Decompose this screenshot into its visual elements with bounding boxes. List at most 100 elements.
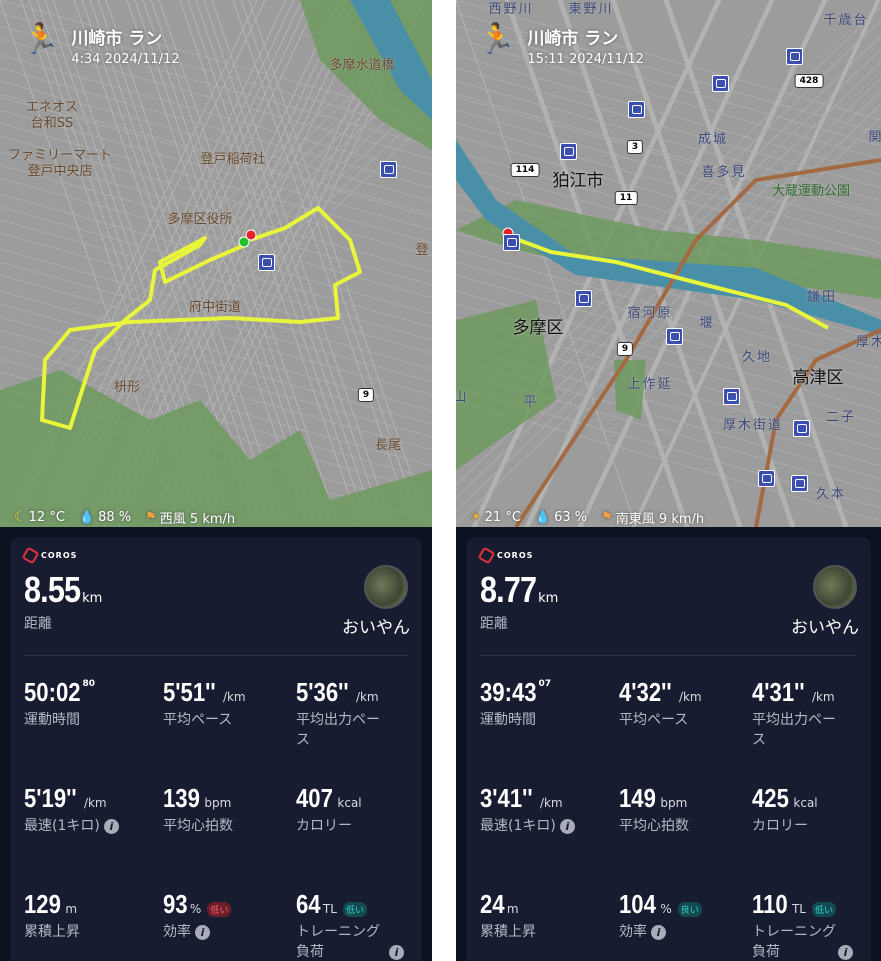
map-street: [0, 316, 432, 438]
divider: [480, 655, 857, 656]
map-label: 久地: [741, 350, 773, 365]
humidity: 88 %: [98, 510, 132, 525]
activity-title: 川崎市 ラン: [71, 29, 163, 49]
route-map[interactable]: 千歳台 東野川 西野川 成城 喜多見 大蔵運動公園 狛江市 多摩区 宿河原堰久地 高津区 上作延平厚…: [456, 0, 881, 527]
stat-label: 累積上昇: [24, 924, 80, 940]
stat-label-row: 効率 i: [163, 922, 296, 942]
map-street: [0, 135, 432, 257]
sun-icon: ☀: [470, 510, 482, 525]
stat-cell: 5'51'' /km 平均ペース: [163, 677, 296, 765]
user-name[interactable]: おいやん: [791, 618, 859, 638]
train-station-icon: [258, 254, 275, 271]
map-label: 二子: [825, 410, 857, 425]
distance-value: 8.55: [24, 569, 81, 610]
weather-wind-group: ⚑ 西風 5 km/h: [145, 508, 235, 527]
map-street: [0, 261, 432, 383]
stat-value-row: 5'19'' /km: [24, 783, 163, 814]
map-label: 厚木街道: [722, 418, 784, 433]
train-station-icon: [503, 234, 520, 251]
info-icon[interactable]: i: [389, 945, 404, 960]
rating-badge: 低い: [207, 902, 232, 917]
map-street: [456, 90, 881, 499]
stat-cell: 4'31'' /km 平均出力ペース: [752, 677, 857, 765]
map-street: [0, 219, 432, 341]
avatar[interactable]: [364, 565, 408, 609]
activity-time: 4:34 2024/11/12: [71, 52, 180, 67]
map-street: [0, 164, 432, 286]
map-label: 千歳台: [823, 13, 869, 28]
distance: 8.55 km 距離: [24, 569, 102, 633]
stat-value: 425: [752, 783, 789, 813]
map-label: 登戸稲荷社: [200, 152, 266, 167]
info-icon[interactable]: i: [838, 945, 853, 960]
stat-value: 4'31'': [752, 677, 805, 707]
stat-unit: m: [65, 902, 78, 916]
wind: 西風 5 km/h: [159, 512, 236, 527]
weather-wind-group: ⚑ 南東風 9 km/h: [601, 508, 704, 527]
map-street: [0, 12, 432, 134]
info-icon[interactable]: i: [559, 818, 575, 834]
avatar[interactable]: [813, 565, 857, 609]
weather-humidity-group: 💧 63 %: [535, 510, 587, 525]
stat-label: カロリー: [752, 818, 808, 834]
map-street: [456, 135, 881, 257]
distance-label: 距離: [24, 616, 52, 632]
stat-value-row: 39:43 07: [480, 677, 619, 708]
map-label: 西野川: [488, 2, 534, 17]
stat-unit: /km: [678, 690, 702, 704]
map-label: 堰: [699, 316, 715, 331]
stat-unit: /km: [222, 690, 246, 704]
map-street: [240, 0, 422, 527]
stat-hundredths: 07: [538, 679, 552, 689]
map-street: [456, 0, 881, 121]
stat-label-row: 平均出力ペース: [296, 710, 408, 750]
stat-cell: 5'19'' /km 最速(1キロ) i: [24, 783, 163, 871]
stat-value: 5'51'': [163, 677, 216, 707]
map-label: 喜多見: [701, 165, 747, 180]
stat-cell: 64 TL 低い トレーニング負荷 i: [296, 889, 408, 961]
map-street: [456, 67, 881, 189]
map-street: [0, 80, 432, 202]
user-name[interactable]: おいやん: [342, 618, 410, 638]
road-number: 9: [357, 388, 375, 402]
rating-badge: 低い: [811, 902, 836, 917]
weather-bar: ☾ 12 °C 💧 88 % ⚑ 西風 5 km/h: [14, 508, 235, 527]
stat-label-row: カロリー: [752, 816, 857, 836]
map-label: 大蔵運動公園: [771, 184, 851, 199]
stat-label: 平均ペース: [163, 712, 233, 728]
stat-value-row: 5'51'' /km: [163, 677, 296, 708]
map-street: [0, 177, 432, 299]
stat-cell: 3'41'' /km 最速(1キロ) i: [480, 783, 619, 871]
stat-label-row: 運動時間: [24, 710, 163, 730]
map-label: 多摩水道橋: [329, 58, 395, 73]
map-street: [456, 400, 881, 522]
map-label: 枡形: [113, 380, 141, 395]
brand-name: COROS: [497, 551, 534, 560]
rating-badge: 低い: [342, 902, 367, 917]
stat-label-row: トレーニング負荷: [752, 922, 857, 961]
map-street: [248, 0, 430, 527]
map-street: [0, 329, 432, 451]
stat-value: 93: [163, 889, 188, 919]
info-icon[interactable]: i: [195, 924, 210, 940]
map-street: [456, 109, 881, 231]
stat-value-row: 64 TL 低い: [296, 889, 408, 920]
stat-label-row: 累積上昇: [24, 922, 163, 942]
train-station-icon: [628, 101, 645, 118]
map-street: [0, 232, 432, 354]
stat-label: 累積上昇: [480, 924, 536, 940]
map-street: [0, 93, 432, 215]
route-map[interactable]: エネオス 台和SS ファミリーマート 登戸中央店 登戸稲荷社 多摩区役所 多摩水道橋 府中…: [0, 0, 432, 527]
map-label: 久本: [815, 487, 847, 502]
stat-label-row: 運動時間: [480, 710, 619, 730]
train-station-icon: [791, 475, 808, 492]
info-icon[interactable]: i: [103, 818, 119, 834]
stat-cell: 4'32'' /km 平均ペース: [619, 677, 752, 765]
train-station-icon: [786, 48, 803, 65]
map-label: 宿河原: [627, 306, 673, 321]
info-icon[interactable]: i: [651, 924, 666, 940]
distance-unit: km: [538, 591, 559, 606]
stat-value: 129: [24, 889, 61, 919]
stat-label: 平均ペース: [619, 712, 689, 728]
activity-panel: エネオス 台和SS ファミリーマート 登戸中央店 登戸稲荷社 多摩区役所 多摩水道橋 府中…: [0, 0, 432, 961]
